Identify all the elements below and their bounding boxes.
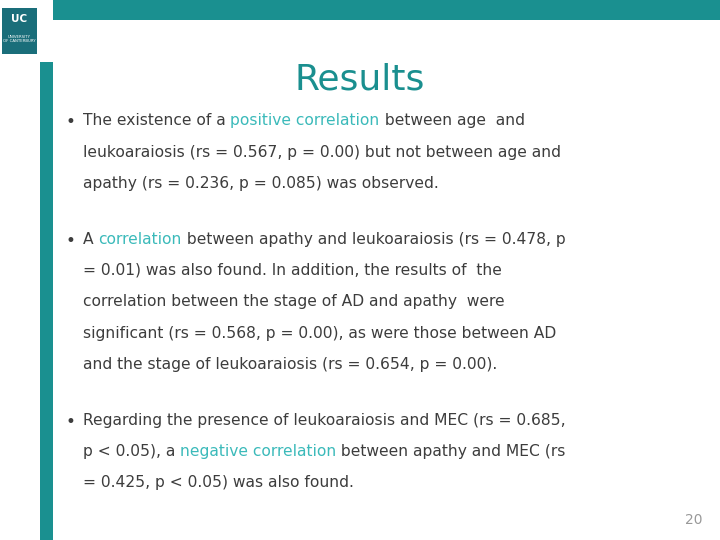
Text: UC: UC (12, 14, 27, 24)
Text: between age  and: between age and (379, 113, 525, 129)
Text: The existence of a: The existence of a (83, 113, 230, 129)
Text: UNIVERSITY
OF CANTERBURY: UNIVERSITY OF CANTERBURY (3, 35, 36, 43)
Text: between apathy and MEC (rs: between apathy and MEC (rs (336, 444, 566, 459)
Text: significant (rs = 0.568, p = 0.00), as were those between AD: significant (rs = 0.568, p = 0.00), as w… (83, 326, 556, 341)
Text: A: A (83, 232, 99, 247)
Text: negative correlation: negative correlation (180, 444, 336, 459)
Text: 20: 20 (685, 512, 702, 526)
Text: p < 0.05), a: p < 0.05), a (83, 444, 180, 459)
Text: between apathy and leukoaraiosis (rs = 0.478, p: between apathy and leukoaraiosis (rs = 0… (181, 232, 565, 247)
Text: and the stage of leukoaraiosis (rs = 0.654, p = 0.00).: and the stage of leukoaraiosis (rs = 0.6… (83, 357, 497, 372)
Bar (0, 0, 53, 62)
Text: •: • (66, 113, 76, 131)
Text: leukoaraiosis (rs = 0.567, p = 0.00) but not between age and: leukoaraiosis (rs = 0.567, p = 0.00) but… (83, 145, 561, 160)
Text: •: • (66, 232, 76, 249)
Text: •: • (66, 413, 76, 430)
Text: apathy (rs = 0.236, p = 0.085) was observed.: apathy (rs = 0.236, p = 0.085) was obser… (83, 176, 438, 191)
Text: Results: Results (294, 62, 426, 96)
Bar (40, 20, 53, 540)
Text: = 0.425, p < 0.05) was also found.: = 0.425, p < 0.05) was also found. (83, 475, 354, 490)
Text: positive correlation: positive correlation (230, 113, 379, 129)
Text: = 0.01) was also found. In addition, the results of  the: = 0.01) was also found. In addition, the… (83, 263, 502, 278)
Bar (2, 8, 37, 54)
Text: correlation: correlation (99, 232, 181, 247)
Text: correlation between the stage of AD and apathy  were: correlation between the stage of AD and … (83, 294, 505, 309)
Text: Regarding the presence of leukoaraiosis and MEC (rs = 0.685,: Regarding the presence of leukoaraiosis … (83, 413, 565, 428)
Bar (0, 0, 720, 20)
